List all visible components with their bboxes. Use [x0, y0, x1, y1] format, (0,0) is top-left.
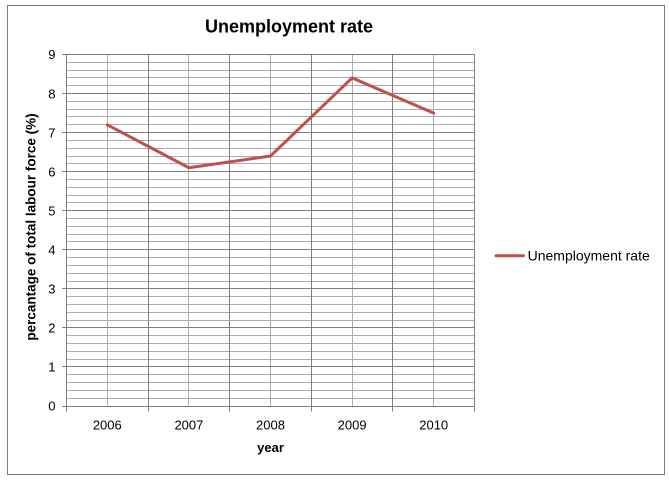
svg-text:year: year — [257, 440, 284, 455]
svg-text:7: 7 — [48, 125, 55, 140]
svg-text:0: 0 — [48, 399, 55, 414]
svg-text:Unemployment rate: Unemployment rate — [528, 248, 650, 264]
svg-text:6: 6 — [48, 164, 55, 179]
svg-text:2007: 2007 — [174, 418, 203, 433]
svg-text:2: 2 — [48, 321, 55, 336]
svg-text:percantage of total labour for: percantage of total labour force (%) — [24, 113, 39, 340]
svg-text:5: 5 — [48, 203, 55, 218]
svg-text:8: 8 — [48, 86, 55, 101]
svg-text:4: 4 — [48, 242, 55, 257]
svg-text:3: 3 — [48, 282, 55, 297]
svg-text:2008: 2008 — [256, 418, 285, 433]
svg-text:2009: 2009 — [338, 418, 367, 433]
svg-text:Unemployment rate: Unemployment rate — [205, 17, 373, 37]
svg-text:2006: 2006 — [93, 418, 122, 433]
svg-text:1: 1 — [48, 360, 55, 375]
svg-text:2010: 2010 — [419, 418, 448, 433]
svg-text:9: 9 — [48, 47, 55, 62]
